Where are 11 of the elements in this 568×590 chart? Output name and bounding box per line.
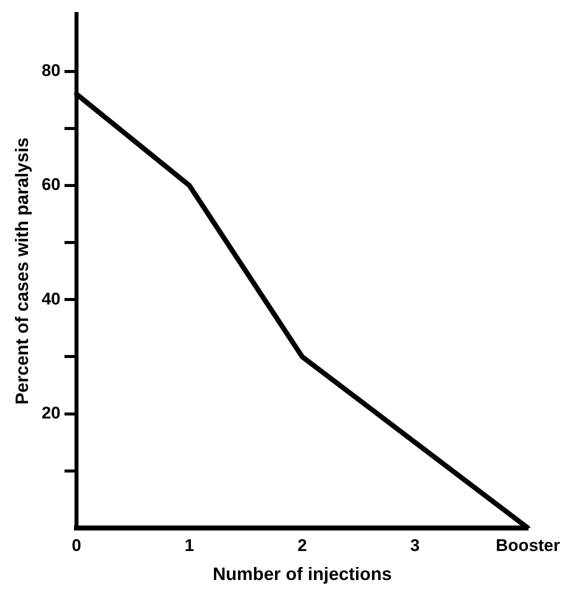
y-tick-label: 80 xyxy=(42,60,61,80)
x-tick-label: Booster xyxy=(496,536,560,555)
x-tick-label: 0 xyxy=(72,536,82,555)
x-tick-label: 3 xyxy=(410,536,420,555)
y-tick-label: 40 xyxy=(42,289,61,308)
x-tick-label: 1 xyxy=(184,536,194,555)
y-tick-label: 20 xyxy=(42,404,61,423)
x-axis-title: Number of injections xyxy=(212,564,392,584)
y-tick-label: 60 xyxy=(42,175,61,194)
y-axis-title: Percent of cases with paralysis xyxy=(12,138,32,405)
x-tick-label: 2 xyxy=(297,536,307,555)
